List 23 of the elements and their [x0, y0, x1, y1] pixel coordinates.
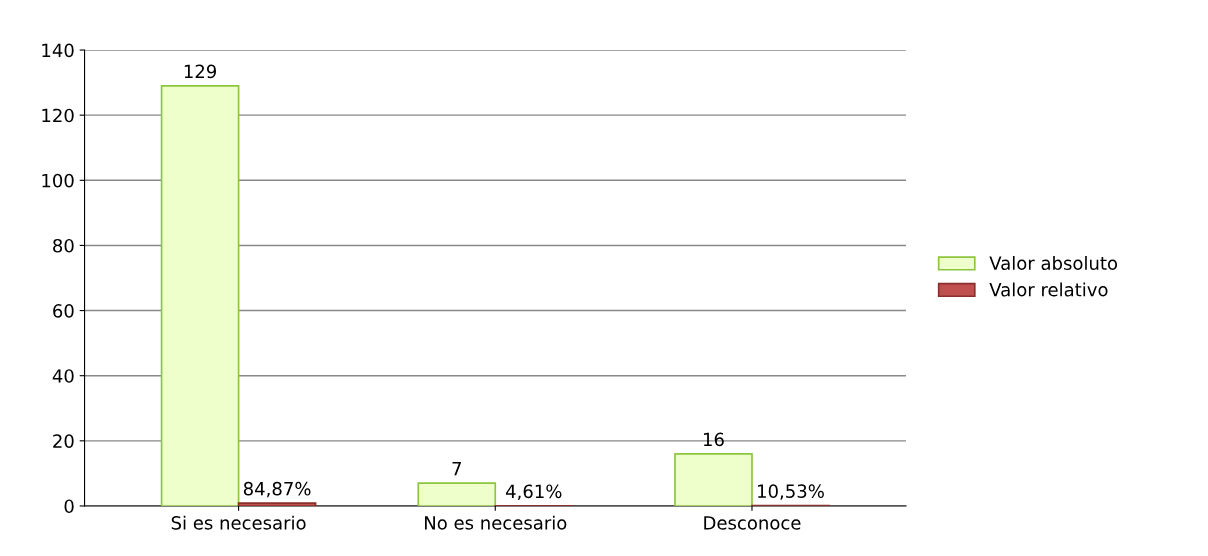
bar — [417, 482, 497, 506]
data-label: 129 — [184, 64, 217, 79]
y-tick-label: 80 — [53, 238, 74, 253]
y-tick-label: 40 — [52, 369, 74, 383]
x-tick-label: Si es necesario — [171, 515, 306, 530]
bar — [160, 85, 240, 506]
data-label: 4,61% — [505, 484, 562, 500]
y-tick-label: 0 — [64, 499, 74, 514]
bar — [237, 502, 317, 506]
y-tick-label: 20 — [53, 434, 74, 448]
y-tick-label: 60 — [53, 304, 74, 318]
data-label: 7 — [452, 462, 461, 476]
y-tick-label: 120 — [42, 108, 74, 123]
bar — [674, 453, 753, 506]
data-label: 84,87% — [243, 481, 311, 498]
data-label: 16 — [703, 432, 724, 447]
legend-label: Valor relativo — [989, 282, 1108, 297]
data-label: 10,53% — [758, 484, 824, 500]
x-tick-label: No es necesario — [425, 515, 567, 530]
x-tick-label: Desconoce — [704, 516, 801, 530]
y-tick-label: 140 — [42, 43, 74, 58]
legend-label: Valor absoluto — [989, 256, 1118, 270]
y-tick-label: 100 — [42, 173, 74, 188]
